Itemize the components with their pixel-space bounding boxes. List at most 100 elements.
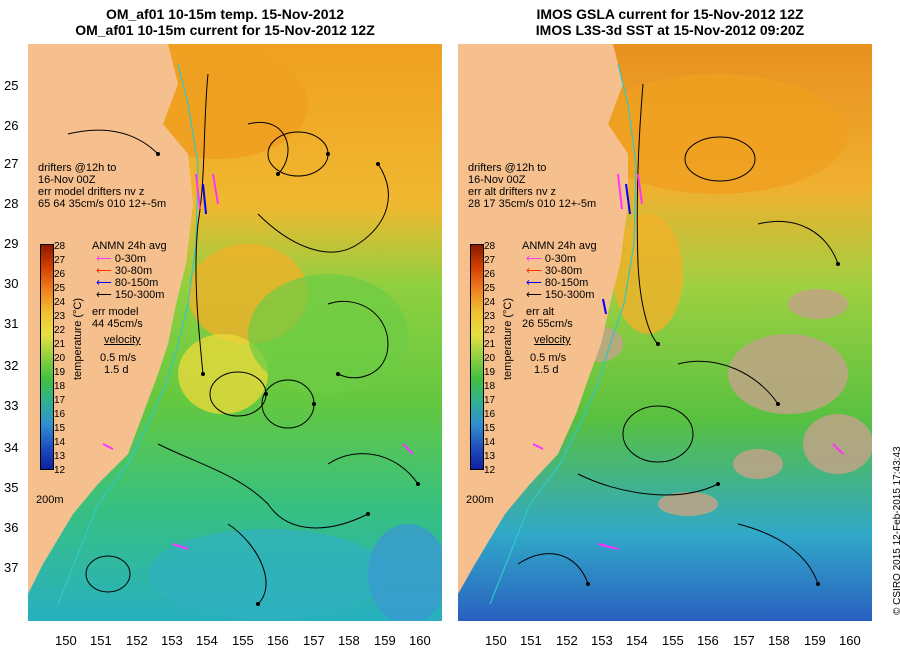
x-tick: 159 bbox=[804, 633, 826, 648]
err-line: err model bbox=[92, 306, 139, 318]
scale-time: 1.5 d bbox=[534, 364, 559, 376]
x-tick: 156 bbox=[267, 633, 289, 648]
cbar-tick: 12 bbox=[484, 465, 496, 476]
x-tick: 157 bbox=[733, 633, 755, 648]
drifter-line: drifters @12h to bbox=[468, 162, 547, 174]
err-line: err alt bbox=[526, 306, 555, 318]
warm-tongue bbox=[613, 214, 683, 334]
cbar-tick: 15 bbox=[484, 423, 496, 434]
legend-depth-label: 150-300m bbox=[114, 289, 165, 301]
cbar-tick: 18 bbox=[484, 381, 496, 392]
legend-depth: ⟵ 150-300m bbox=[96, 289, 165, 301]
y-tick: 27 bbox=[4, 156, 19, 171]
cbar-tick: 21 bbox=[54, 339, 66, 350]
copyright-credit: © CSIRO 2015 12-Feb-2015 17:43:43 bbox=[892, 446, 900, 615]
drifter-tracks bbox=[532, 173, 844, 550]
x-tick: 152 bbox=[126, 633, 148, 648]
cbar-tick: 18 bbox=[54, 381, 66, 392]
cbar-tick: 17 bbox=[54, 395, 66, 406]
velocity-label: velocity bbox=[104, 334, 141, 346]
y-tick: 35 bbox=[4, 480, 19, 495]
right-title-line1: IMOS GSLA current for 15-Nov-2012 12Z bbox=[536, 6, 804, 22]
cbar-tick: 20 bbox=[54, 353, 66, 364]
legend-depth-label: 0-30m bbox=[544, 253, 577, 265]
cbar-tick: 28 bbox=[484, 241, 496, 252]
left-title: OM_af01 10-15m temp. 15-Nov-2012 OM_af01… bbox=[60, 6, 390, 38]
y-tick: 25 bbox=[4, 78, 19, 93]
cbar-tick: 21 bbox=[484, 339, 496, 350]
drifter-line: 16-Nov 00Z bbox=[468, 174, 526, 186]
cbar-tick: 22 bbox=[484, 325, 496, 336]
depth-contour-200m bbox=[57, 63, 199, 605]
cbar-tick: 23 bbox=[484, 311, 496, 322]
legend-depth: ⟵ 30-80m bbox=[526, 265, 583, 277]
velocity-label: velocity bbox=[534, 334, 571, 346]
cbar-tick: 14 bbox=[484, 437, 496, 448]
x-tick: 160 bbox=[839, 633, 861, 648]
left-title-line2: OM_af01 10-15m current for 15-Nov-2012 1… bbox=[75, 22, 375, 38]
current-streamlines bbox=[67, 73, 419, 605]
legend-depth: ⟵ 0-30m bbox=[96, 253, 147, 265]
cbar-tick: 15 bbox=[54, 423, 66, 434]
legend-depth-label: 80-150m bbox=[544, 277, 589, 289]
left-map-panel bbox=[28, 44, 442, 621]
drifter-line: 65 64 35cm/s 010 12+-5m bbox=[38, 198, 167, 210]
anmn-mooring-arrows bbox=[202, 183, 207, 215]
cbar-tick: 19 bbox=[54, 367, 66, 378]
x-tick: 154 bbox=[626, 633, 648, 648]
err-line: 44 45cm/s bbox=[92, 318, 143, 330]
legend-depth-label: 0-30m bbox=[114, 253, 147, 265]
cool-eddy bbox=[248, 274, 408, 394]
mid-eddy bbox=[178, 334, 268, 414]
anmn-title: ANMN 24h avg bbox=[522, 240, 597, 252]
drifter-line: err alt drifters nv z bbox=[468, 186, 557, 198]
y-tick: 29 bbox=[4, 236, 19, 251]
x-tick: 159 bbox=[374, 633, 396, 648]
cbar-tick: 23 bbox=[54, 311, 66, 322]
x-tick: 153 bbox=[591, 633, 613, 648]
x-tick: 154 bbox=[196, 633, 218, 648]
cbar-tick: 16 bbox=[484, 409, 496, 420]
y-tick: 37 bbox=[4, 560, 19, 575]
cbar-tick: 22 bbox=[54, 325, 66, 336]
cloud-mask bbox=[573, 289, 872, 516]
y-tick: 30 bbox=[4, 276, 19, 291]
x-tick: 151 bbox=[520, 633, 542, 648]
current-streamlines bbox=[517, 83, 839, 585]
cbar-tick: 14 bbox=[54, 437, 66, 448]
cbar-tick: 25 bbox=[54, 283, 66, 294]
y-tick: 36 bbox=[4, 520, 19, 535]
left-title-line1: OM_af01 10-15m temp. 15-Nov-2012 bbox=[105, 6, 345, 22]
depth-contour-label: 200m bbox=[36, 494, 64, 506]
right-colorbar bbox=[470, 244, 484, 470]
x-tick: 150 bbox=[485, 633, 507, 648]
legend-depth-label: 30-80m bbox=[114, 265, 153, 277]
cbar-tick: 17 bbox=[484, 395, 496, 406]
current-arrow-heads bbox=[156, 152, 420, 606]
cbar-tick: 16 bbox=[54, 409, 66, 420]
right-map-panel bbox=[458, 44, 872, 621]
cbar-tick: 24 bbox=[54, 297, 66, 308]
drifter-line: 16-Nov 00Z bbox=[38, 174, 96, 186]
x-tick: 152 bbox=[556, 633, 578, 648]
y-tick: 34 bbox=[4, 440, 19, 455]
cbar-tick: 28 bbox=[54, 241, 66, 252]
x-tick: 156 bbox=[697, 633, 719, 648]
x-tick: 157 bbox=[303, 633, 325, 648]
legend-depth: ⟵ 80-150m bbox=[526, 277, 589, 289]
x-tick: 150 bbox=[55, 633, 77, 648]
scale-speed: 0.5 m/s bbox=[100, 352, 137, 364]
cbar-tick: 13 bbox=[54, 451, 66, 462]
x-tick: 151 bbox=[90, 633, 112, 648]
y-tick: 28 bbox=[4, 196, 19, 211]
legend-depth-label: 30-80m bbox=[544, 265, 583, 277]
cbar-tick: 24 bbox=[484, 297, 496, 308]
land-mass bbox=[458, 44, 628, 594]
cbar-tick: 27 bbox=[484, 255, 496, 266]
depth-contour-label: 200m bbox=[466, 494, 494, 506]
legend-depth: ⟵ 80-150m bbox=[96, 277, 159, 289]
y-tick: 33 bbox=[4, 398, 19, 413]
cold-south bbox=[148, 529, 388, 619]
legend-depth: ⟵ 0-30m bbox=[526, 253, 577, 265]
cbar-tick: 20 bbox=[484, 353, 496, 364]
